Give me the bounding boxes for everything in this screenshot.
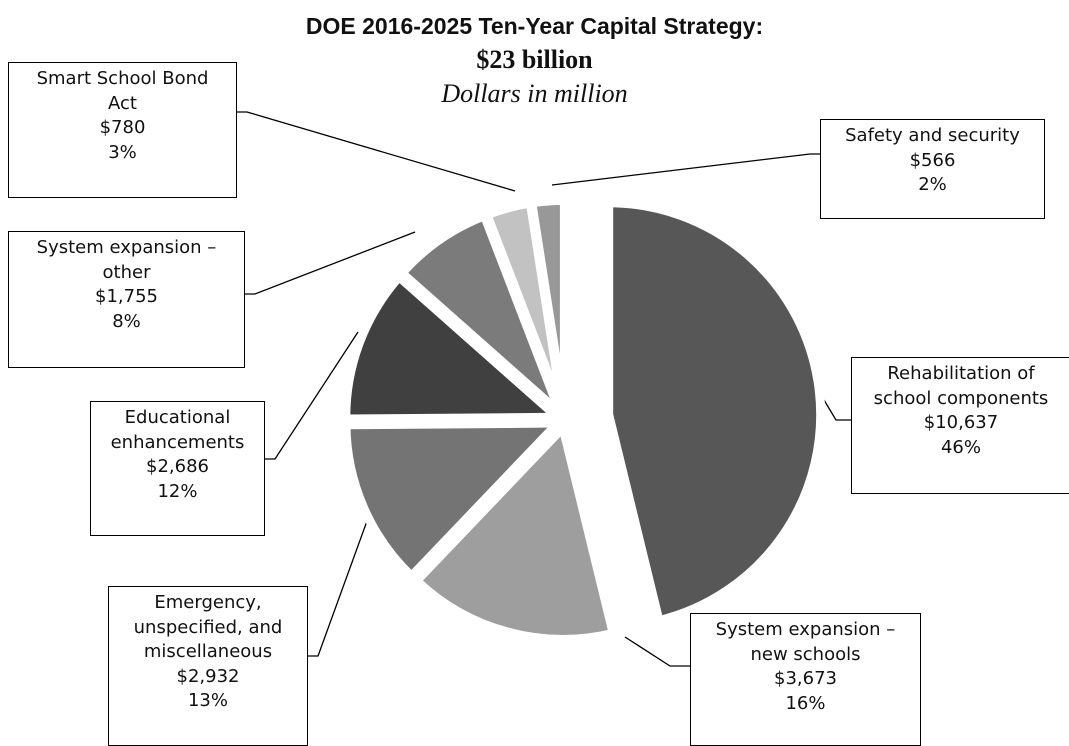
slice-label-text: miscellaneous — [143, 641, 273, 662]
slice-label-text: Smart School Bond — [36, 68, 209, 89]
leader-line-6 — [237, 111, 516, 192]
slice-label-text: new schools — [750, 643, 861, 665]
pie-slice-2 — [410, 418, 619, 644]
slice-label-4: Educational enhancements $2,686 12% — [90, 401, 265, 536]
leader-lines — [237, 111, 851, 667]
slice-value-label: $1,755 — [95, 286, 158, 307]
leader-line-5 — [245, 231, 416, 295]
leader-line-2 — [624, 636, 690, 667]
slice-label-text: unspecified, and — [133, 616, 283, 638]
slice-label-text: enhancements — [110, 431, 245, 453]
chart-title: DOE 2016-2025 Ten-Year Capital Strategy: — [305, 13, 764, 39]
slice-label-5: System expansion – other $1,755 8% — [8, 231, 245, 368]
slice-value-label: $566 — [909, 149, 956, 171]
pie-slices — [341, 195, 826, 644]
slice-label-1: Rehabilitation of school components $10,63… — [851, 357, 1069, 494]
slice-percent-label: 8% — [112, 310, 141, 332]
slice-value-label: $780 — [99, 117, 146, 138]
leader-line-7 — [551, 153, 820, 186]
slice-value-label: $10,637 — [923, 412, 999, 433]
pie-slice-7 — [526, 195, 569, 414]
slice-label-text: Act — [108, 92, 137, 114]
slice-percent-label: 3% — [108, 141, 137, 163]
pie-slice-1 — [604, 198, 826, 627]
slice-label-7: Safety and security $566 2% — [820, 119, 1045, 219]
slice-percent-label: 2% — [918, 174, 947, 195]
slice-label-3: Emergency, unspecified, and miscellaneous $… — [108, 586, 308, 746]
slice-label-text: other — [102, 261, 151, 283]
slice-label-text: Emergency, — [154, 592, 262, 613]
slice-label-2: System expansion – new schools $3,673 16% — [690, 613, 921, 746]
slice-label-text: System expansion – — [715, 619, 896, 640]
pie-slice-4 — [341, 270, 570, 424]
slice-label-text: Rehabilitation of — [887, 363, 1035, 384]
leader-line-4 — [265, 331, 359, 460]
leader-line-3 — [308, 498, 376, 657]
slice-value-label: $2,932 — [176, 665, 240, 687]
slice-label-text: Educational — [124, 407, 231, 428]
slice-percent-label: 13% — [187, 690, 228, 711]
chart-subtitle: $23 billion — [476, 45, 593, 74]
slice-value-label: $3,673 — [774, 668, 837, 689]
slice-percent-label: 12% — [157, 480, 198, 502]
units-note: Dollars in million — [441, 79, 628, 108]
slice-label-text: school components — [873, 387, 1049, 409]
slice-value-label: $2,686 — [146, 456, 209, 477]
slice-label-text: System expansion – — [36, 237, 217, 258]
pie-slice-5 — [395, 209, 565, 418]
slice-label-text: Safety and security — [845, 125, 1020, 146]
pie-slice-3 — [341, 418, 569, 583]
slice-percent-label: 16% — [785, 692, 826, 714]
slice-label-6: Smart School Bond Act $780 3% — [8, 62, 237, 198]
slice-percent-label: 46% — [940, 436, 981, 458]
